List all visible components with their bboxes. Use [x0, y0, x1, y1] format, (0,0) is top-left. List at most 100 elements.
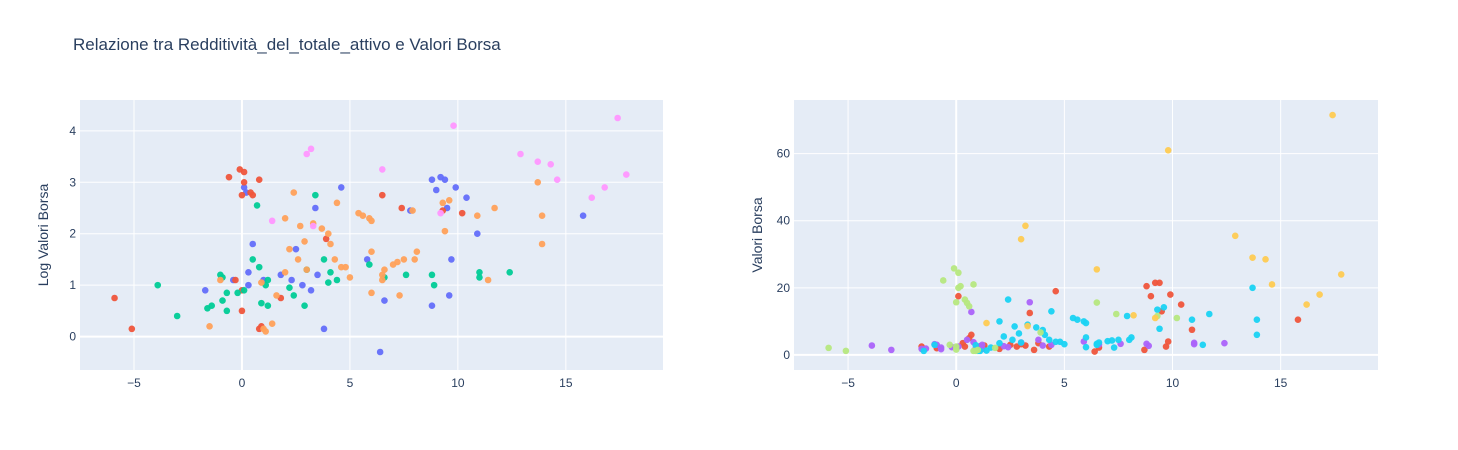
scatter-point[interactable] [428, 302, 436, 310]
scatter-point[interactable] [232, 276, 239, 284]
scatter-point[interactable] [262, 328, 269, 335]
scatter-point[interactable] [378, 276, 386, 284]
scatter-point[interactable] [458, 209, 466, 217]
scatter-point[interactable] [337, 184, 345, 191]
scatter-point[interactable] [402, 271, 410, 279]
scatter-point[interactable] [1011, 323, 1018, 330]
scatter-point[interactable] [428, 271, 436, 279]
scatter-point[interactable] [368, 217, 375, 225]
scatter-point[interactable] [445, 292, 453, 299]
scatter-point[interactable] [939, 277, 947, 284]
scatter-point[interactable] [1108, 337, 1116, 344]
scatter-point[interactable] [1000, 333, 1008, 340]
scatter-point[interactable] [296, 222, 304, 230]
scatter-point[interactable] [601, 184, 608, 191]
scatter-point[interactable] [368, 289, 375, 297]
scatter-point[interactable] [445, 196, 453, 204]
scatter-point[interactable] [1074, 316, 1081, 323]
scatter-point[interactable] [1030, 346, 1038, 354]
scatter-point[interactable] [622, 171, 630, 178]
scatter-point[interactable] [333, 276, 341, 284]
scatter-point[interactable] [1115, 336, 1122, 344]
scatter-point[interactable] [1130, 312, 1137, 319]
scatter-point[interactable] [1095, 339, 1103, 346]
scatter-point[interactable] [430, 281, 438, 289]
scatter-point[interactable] [268, 320, 276, 328]
scatter-point[interactable] [240, 168, 248, 176]
scatter-point[interactable] [842, 347, 850, 355]
scatter-point[interactable] [1091, 348, 1098, 355]
scatter-point[interactable] [1316, 291, 1323, 298]
scatter-point[interactable] [409, 207, 416, 214]
scatter-point[interactable] [363, 256, 371, 263]
scatter-point[interactable] [378, 166, 386, 173]
scatter-point[interactable] [965, 302, 973, 310]
scatter-point[interactable] [983, 319, 990, 327]
scatter-point[interactable] [219, 297, 226, 304]
scatter-point[interactable] [920, 347, 928, 355]
scatter-point[interactable] [314, 271, 321, 279]
scatter-point[interactable] [439, 199, 447, 207]
scatter-point[interactable] [327, 268, 334, 276]
scatter-point[interactable] [474, 212, 481, 220]
scatter-point[interactable] [1337, 271, 1345, 278]
scatter-point[interactable] [217, 276, 224, 284]
scatter-point[interactable] [950, 265, 958, 272]
scatter-point[interactable] [331, 256, 339, 263]
scatter-point[interactable] [225, 173, 233, 181]
scatter-point[interactable] [1160, 303, 1168, 311]
scatter-point[interactable] [868, 342, 876, 349]
scatter-point[interactable] [201, 286, 209, 294]
scatter-point[interactable] [290, 292, 298, 299]
scatter-point[interactable] [931, 341, 938, 349]
scatter-point[interactable] [294, 256, 302, 263]
scatter-point[interactable] [1262, 256, 1269, 263]
scatter-point[interactable] [286, 284, 293, 292]
scatter-point[interactable] [952, 298, 960, 306]
scatter-point[interactable] [307, 286, 315, 294]
scatter-point[interactable] [258, 299, 265, 307]
scatter-point[interactable] [1143, 282, 1150, 290]
scatter-point[interactable] [234, 289, 241, 297]
scatter-point[interactable] [394, 258, 401, 266]
scatter-point[interactable] [253, 202, 261, 209]
scatter-point[interactable] [1039, 342, 1047, 349]
scatter-point[interactable] [1164, 147, 1172, 154]
scatter-point[interactable] [579, 212, 587, 220]
scatter-point[interactable] [1112, 310, 1120, 318]
scatter-point[interactable] [441, 227, 449, 235]
scatter-point[interactable] [1123, 312, 1131, 320]
scatter-point[interactable] [970, 281, 977, 288]
scatter-point[interactable] [1154, 306, 1161, 313]
scatter-point[interactable] [273, 292, 280, 299]
scatter-point[interactable] [245, 281, 252, 289]
scatter-point[interactable] [547, 160, 555, 168]
scatter-point[interactable] [534, 178, 542, 186]
scatter-point[interactable] [312, 191, 319, 199]
scatter-point[interactable] [1188, 316, 1196, 323]
scatter-point[interactable] [368, 248, 375, 256]
scatter-point[interactable] [957, 282, 964, 290]
scatter-point[interactable] [255, 263, 263, 271]
scatter-point[interactable] [249, 256, 257, 263]
scatter-point[interactable] [292, 245, 300, 253]
scatter-point[interactable] [888, 346, 895, 354]
scatter-point[interactable] [1024, 322, 1031, 330]
scatter-point[interactable] [553, 176, 561, 184]
scatter-point[interactable] [258, 279, 265, 286]
scatter-point[interactable] [320, 325, 328, 333]
scatter-point[interactable] [255, 176, 263, 184]
scatter-point[interactable] [1048, 308, 1055, 315]
scatter-point[interactable] [450, 122, 457, 130]
scatter-point[interactable] [428, 176, 436, 184]
scatter-point[interactable] [1164, 338, 1172, 345]
scatter-point[interactable] [411, 256, 418, 263]
scatter-point[interactable] [342, 263, 349, 271]
scatter-point[interactable] [238, 191, 246, 199]
scatter-point[interactable] [264, 302, 272, 310]
scatter-point[interactable] [378, 271, 386, 279]
scatter-point[interactable] [398, 204, 406, 212]
scatter-point[interactable] [223, 289, 231, 297]
scatter-point[interactable] [288, 276, 295, 284]
scatter-point[interactable] [223, 307, 231, 315]
